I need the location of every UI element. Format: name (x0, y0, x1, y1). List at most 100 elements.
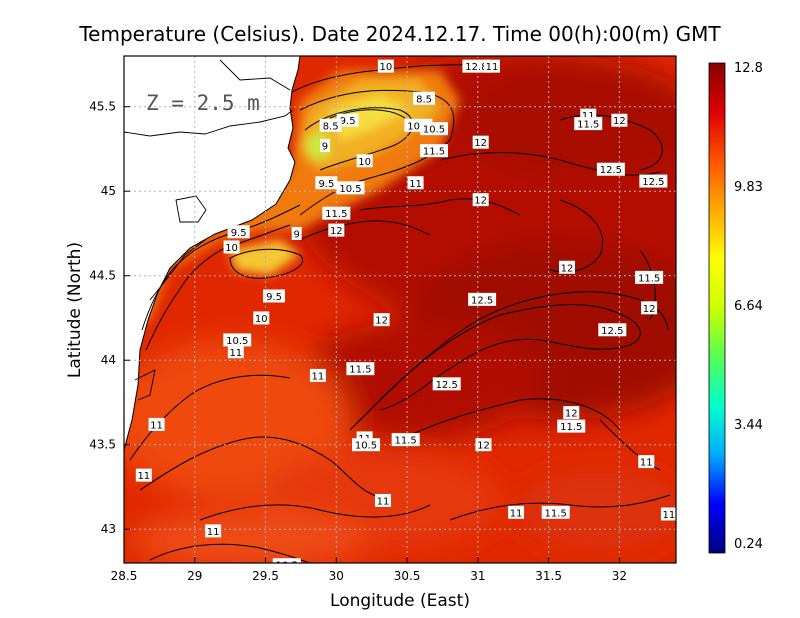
contour-label-box (223, 333, 252, 347)
contour-label: 11 (640, 458, 653, 469)
contour-label: 8.5 (416, 94, 432, 105)
contour-label-box (223, 240, 240, 254)
contour-label-box (432, 377, 461, 391)
contour-label: 11.5 (349, 365, 371, 376)
contour-label-box (541, 505, 570, 519)
colorbar-tick-label: 3.44 (734, 418, 763, 433)
contour-label: 10 (358, 157, 371, 168)
contour-label-box (462, 59, 491, 73)
contour-label-box (635, 270, 664, 284)
contour-label: 11 (582, 111, 595, 122)
contour-label-box (475, 438, 492, 452)
contour-label: 11.5 (560, 422, 582, 433)
chart-title: Temperature (Celsius). Date 2024.12.17. … (78, 22, 721, 46)
contour-label: 11.5 (395, 436, 417, 447)
contour-label-box (391, 433, 420, 447)
contour-label: 10.5 (355, 441, 377, 452)
colorbar-labels: 12.8 9.83 6.64 3.44 0.24 (734, 61, 763, 552)
land-mass (124, 56, 301, 451)
contour-label: 11.5 (577, 120, 599, 131)
x-tick-label: 32 (612, 569, 627, 583)
coastal-cold-water (130, 70, 460, 330)
contour-label: 12 (561, 263, 574, 274)
temperature-shading (124, 56, 676, 563)
colorbar-tick-label: 0.24 (734, 537, 763, 552)
x-tick-label: 30 (329, 569, 344, 583)
contour-label-box (319, 139, 330, 153)
contour-label-box (574, 117, 603, 131)
contour-label-box (638, 455, 655, 469)
contour-label-box (468, 292, 497, 306)
contour-label: 9 (322, 142, 328, 153)
colorbar-tick-label: 9.83 (734, 180, 763, 195)
y-tick-label: 45 (101, 184, 116, 198)
x-tick-label: 31 (470, 569, 485, 583)
contour-label: 10.5 (226, 336, 248, 347)
contour-label: 12 (474, 196, 487, 207)
contour-label: 10 (379, 62, 392, 73)
y-axis-label: Latitude (North) (65, 242, 85, 378)
contour-label-box (135, 468, 152, 482)
contour-label-box (660, 507, 676, 521)
y-tick-label: 45.5 (89, 100, 116, 114)
contour-label-box (346, 362, 375, 376)
contour-label: 10.5 (423, 125, 445, 136)
plot-frame (123, 55, 677, 564)
contour-label-box (557, 419, 586, 433)
contour-label: 12.5 (471, 295, 493, 306)
contour-label: 10.5 (339, 184, 361, 195)
contour-label: 12 (330, 226, 343, 237)
contour-label-box (598, 323, 627, 337)
y-tick-label: 43 (101, 522, 116, 536)
contour-label-box (419, 144, 448, 158)
contour-label-box (563, 406, 580, 420)
contour-label-box (253, 311, 270, 325)
depth-label: Z = 2.5 m (146, 91, 260, 115)
contour-label-box (407, 176, 424, 190)
contour-label-box (559, 260, 576, 274)
contour-label: 9 (293, 229, 299, 240)
colorbar (708, 62, 726, 554)
contour-label-box (611, 113, 628, 127)
contour-label-box (227, 225, 250, 239)
contour-label-box (148, 417, 165, 431)
contour-label: 11 (137, 471, 150, 482)
contour-label-box (319, 118, 342, 132)
contour-label-box (322, 206, 351, 220)
x-tick-label: 29 (187, 569, 202, 583)
contour-label: 9.5 (266, 292, 282, 303)
contour-label: 11 (486, 62, 499, 73)
y-tick-label: 44 (101, 353, 116, 367)
contour-label-box (472, 135, 489, 149)
contour-label-box (484, 59, 500, 73)
contour-label-box (309, 368, 326, 382)
contour-label-box (639, 174, 668, 188)
contour-label: 11 (207, 527, 220, 538)
contour-label: 12.5 (600, 165, 622, 176)
x-tick-label: 30.5 (394, 569, 421, 583)
contour-label: 11 (150, 420, 163, 431)
contour-label-box (315, 176, 338, 190)
contour-label-box (227, 345, 244, 359)
axis-ticks: 28.5 29 29.5 30 30.5 31 31.5 32 43 43.5 44 44.5 45 45… (89, 100, 627, 583)
contour-label: 12.5 (642, 177, 664, 188)
x-tick-label: 28.5 (111, 569, 138, 583)
contour-label: 10.5 (407, 121, 429, 132)
contour-label-box (508, 505, 525, 519)
contour-label-box (205, 524, 222, 538)
contour-label-box (272, 558, 301, 563)
contour-label-box (377, 59, 394, 73)
contour-label: 12 (477, 441, 490, 452)
contour-label: 9.5 (318, 179, 334, 190)
x-axis-label: Longitude (East) (330, 591, 470, 611)
contour-label: 11.5 (545, 508, 567, 519)
contour-label-box (291, 226, 302, 240)
contour-label: 9.5 (231, 228, 247, 239)
contour-label-box (472, 193, 489, 207)
contour-label-box (641, 301, 658, 315)
contour-label: 11 (229, 348, 242, 359)
contour-label: 10 (255, 314, 268, 325)
